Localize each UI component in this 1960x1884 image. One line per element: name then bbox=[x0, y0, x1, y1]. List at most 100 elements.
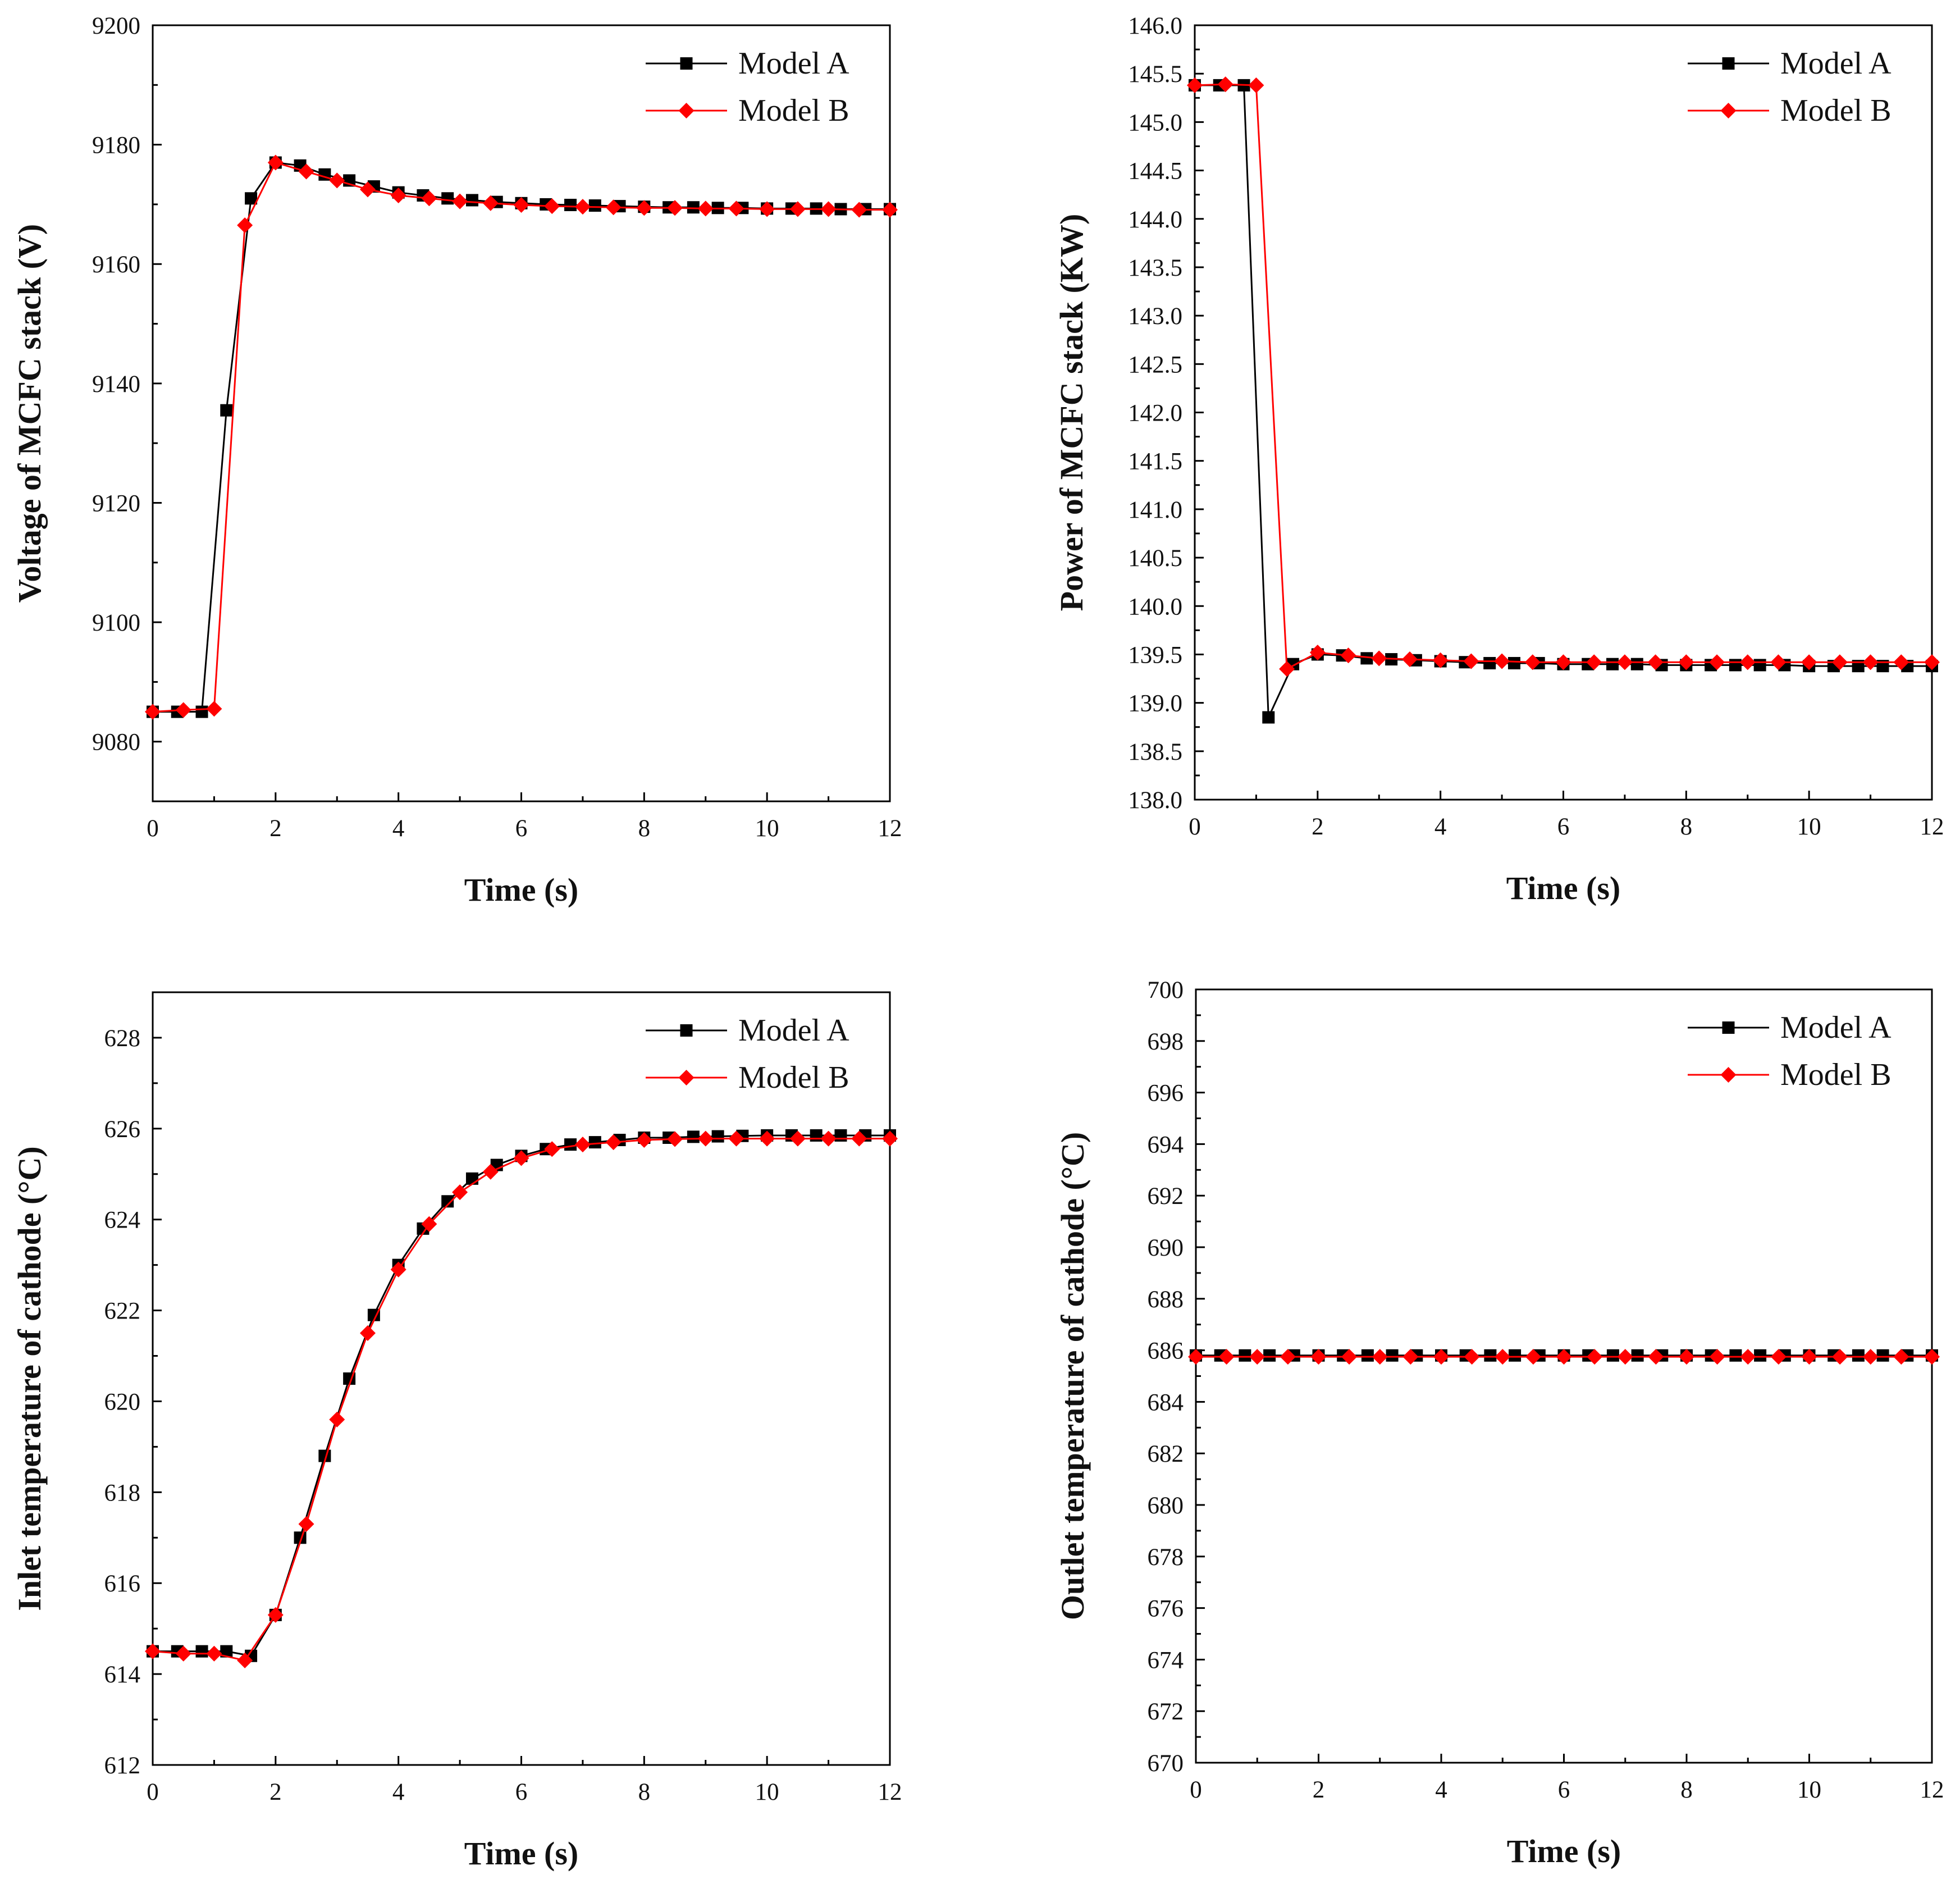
data-point bbox=[636, 200, 652, 216]
data-point bbox=[588, 199, 601, 212]
series-line bbox=[1195, 84, 1932, 718]
data-point bbox=[367, 1308, 380, 1321]
y-tick-label: 140.5 bbox=[1128, 545, 1182, 572]
data-point bbox=[1893, 1349, 1909, 1365]
data-point bbox=[1484, 1349, 1497, 1362]
x-tick-label: 8 bbox=[1680, 1777, 1693, 1803]
data-point bbox=[1402, 1349, 1419, 1365]
data-point bbox=[206, 1645, 222, 1662]
data-point bbox=[1739, 654, 1756, 670]
data-point bbox=[482, 1164, 499, 1180]
y-tick-label: 142.5 bbox=[1128, 352, 1182, 378]
x-tick-label: 4 bbox=[392, 815, 405, 842]
data-point bbox=[1753, 659, 1766, 672]
data-point bbox=[145, 704, 161, 720]
data-point bbox=[175, 702, 191, 718]
y-tick-label: 692 bbox=[1148, 1183, 1184, 1210]
legend-label: Model A bbox=[1780, 46, 1892, 81]
data-point bbox=[175, 1645, 191, 1662]
data-point bbox=[1587, 1349, 1603, 1365]
data-point bbox=[810, 1129, 823, 1142]
y-axis-title: Power of MCFC stack (KW) bbox=[1053, 214, 1090, 612]
x-tick-label: 0 bbox=[1189, 814, 1201, 840]
data-point bbox=[1555, 654, 1571, 670]
data-point bbox=[1729, 659, 1742, 672]
x-tick-label: 0 bbox=[147, 815, 159, 842]
data-point bbox=[687, 201, 700, 214]
x-tick-label: 6 bbox=[1558, 1777, 1570, 1803]
legend: Model A Model B bbox=[1688, 1010, 1892, 1092]
data-point bbox=[145, 1643, 161, 1659]
data-point bbox=[1617, 1349, 1633, 1365]
y-tick-label: 141.0 bbox=[1128, 497, 1182, 523]
data-point bbox=[1341, 1349, 1358, 1365]
data-point bbox=[1678, 654, 1694, 670]
data-point bbox=[298, 163, 314, 180]
x-tick-label: 8 bbox=[638, 815, 651, 842]
y-tick-label: 700 bbox=[1148, 977, 1184, 1003]
data-point bbox=[1770, 1349, 1787, 1365]
series-model-b bbox=[145, 1130, 898, 1668]
data-point bbox=[1279, 661, 1295, 677]
data-point bbox=[820, 1130, 837, 1147]
data-point bbox=[206, 701, 222, 717]
x-tick-label: 10 bbox=[755, 1779, 779, 1805]
x-tick-label: 2 bbox=[1312, 814, 1324, 840]
data-point bbox=[329, 1411, 345, 1427]
data-point bbox=[711, 1130, 724, 1143]
y-tick-label: 682 bbox=[1148, 1441, 1184, 1467]
data-point bbox=[245, 192, 258, 205]
data-point bbox=[1309, 644, 1326, 660]
data-point bbox=[1647, 654, 1664, 670]
legend-label: Model B bbox=[738, 93, 849, 128]
data-point bbox=[1239, 1349, 1251, 1362]
data-point bbox=[667, 1131, 683, 1147]
data-point bbox=[513, 197, 529, 213]
series-line bbox=[153, 161, 890, 713]
y-tick-label: 144.0 bbox=[1128, 207, 1182, 233]
x-tick-label: 8 bbox=[1680, 814, 1693, 840]
x-tick-label: 6 bbox=[1557, 814, 1570, 840]
legend-label: Model B bbox=[1780, 93, 1892, 128]
data-point bbox=[1433, 1349, 1449, 1365]
x-tick-label: 10 bbox=[1797, 814, 1821, 840]
data-point bbox=[1249, 1349, 1265, 1365]
data-point bbox=[544, 1141, 560, 1157]
y-tick-label: 672 bbox=[1148, 1699, 1184, 1725]
y-tick-label: 9120 bbox=[92, 490, 140, 517]
x-tick-label: 10 bbox=[755, 815, 779, 842]
x-tick-label: 0 bbox=[147, 1779, 159, 1805]
x-tick-label: 12 bbox=[1920, 1777, 1944, 1803]
data-point bbox=[759, 201, 775, 217]
plot-frame bbox=[152, 24, 891, 802]
data-point bbox=[1740, 1349, 1756, 1365]
data-point bbox=[1876, 1349, 1889, 1362]
data-point bbox=[851, 1130, 867, 1147]
data-point bbox=[574, 1137, 591, 1153]
y-tick-label: 143.5 bbox=[1128, 255, 1182, 281]
plot-frame bbox=[1195, 988, 1933, 1764]
x-tick-label: 2 bbox=[269, 1779, 282, 1805]
data-point bbox=[1893, 654, 1909, 670]
x-tick-label: 12 bbox=[878, 1779, 902, 1805]
data-point bbox=[1340, 647, 1356, 664]
data-point bbox=[820, 201, 837, 217]
y-tick-label: 612 bbox=[104, 1753, 141, 1779]
data-point bbox=[1372, 1349, 1388, 1365]
data-point bbox=[1852, 1349, 1865, 1362]
y-tick-label: 9140 bbox=[92, 371, 140, 398]
y-axis-title: Voltage of MCFC stack (V) bbox=[11, 224, 48, 603]
y-tick-label: 9160 bbox=[92, 252, 140, 278]
y-tick-label: 690 bbox=[1148, 1235, 1184, 1261]
data-point bbox=[687, 1130, 700, 1143]
x-axis-title: Time (s) bbox=[464, 872, 579, 908]
data-point bbox=[1509, 1349, 1522, 1362]
data-point bbox=[1495, 1349, 1511, 1365]
data-point bbox=[1360, 652, 1373, 665]
data-point bbox=[588, 1136, 601, 1149]
data-point bbox=[329, 172, 345, 189]
data-point bbox=[1801, 654, 1817, 670]
y-tick-label: 145.0 bbox=[1128, 110, 1182, 136]
legend-marker bbox=[1720, 1067, 1737, 1083]
